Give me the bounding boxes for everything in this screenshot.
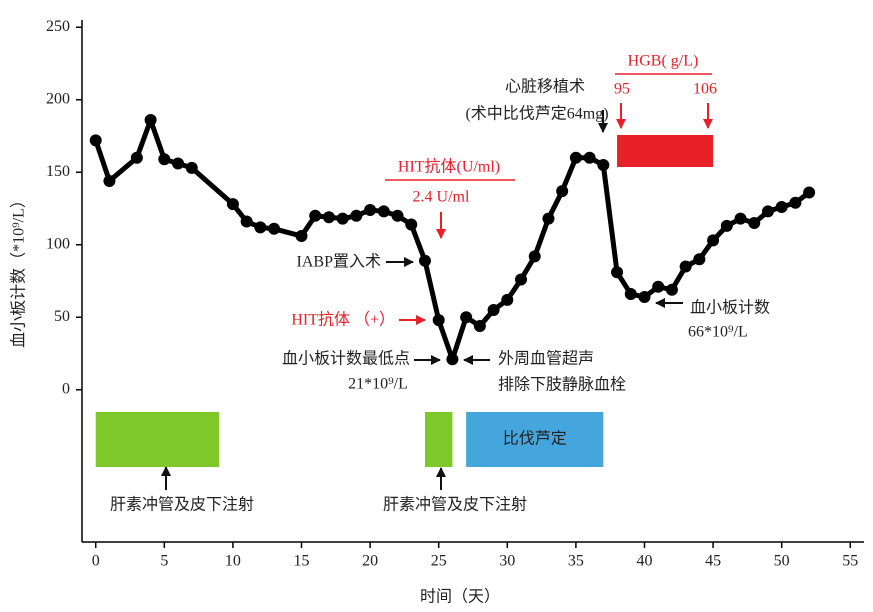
data-point — [144, 114, 157, 127]
annotation: HIT抗体 （+） — [291, 311, 395, 329]
data-point — [487, 304, 500, 316]
data-point — [693, 253, 706, 266]
data-point — [611, 266, 624, 279]
data-point — [597, 159, 610, 171]
data-point — [418, 254, 431, 267]
data-point — [364, 203, 377, 216]
data-point — [583, 151, 596, 164]
x-tick-label: 35 — [568, 553, 584, 570]
data-point — [679, 260, 692, 273]
data-point — [254, 221, 267, 234]
data-point — [405, 218, 418, 231]
annotations: HIT抗体(U/ml) 2.4 U/ml 心脏移植术 (术中比伐芦定64mg) … — [110, 53, 770, 514]
annotation: 106 — [693, 81, 717, 98]
y-axis-label: 血小板计数（*10⁹/L） — [10, 192, 28, 348]
x-tick-label: 10 — [225, 553, 241, 570]
period-bar — [424, 412, 453, 467]
x-tick-label: 55 — [842, 553, 858, 570]
data-point — [734, 212, 747, 225]
data-point — [103, 174, 116, 187]
data-point — [803, 186, 816, 199]
data-point — [377, 205, 390, 218]
data-point — [720, 219, 733, 232]
annotation: 排除下肢静脉血栓 — [498, 376, 626, 394]
y-tick-label: 150 — [46, 163, 70, 180]
data-point — [501, 293, 514, 306]
y-tick-label: 200 — [46, 90, 70, 107]
data-point — [391, 209, 404, 222]
data-point — [350, 209, 363, 222]
data-point — [309, 209, 322, 222]
x-tick-label: 50 — [774, 553, 790, 570]
data-point — [336, 212, 349, 225]
annotation: IABP置入术 — [297, 253, 381, 271]
period-bar — [466, 412, 604, 467]
data-point — [569, 151, 582, 164]
annotation: 66*10⁹/L — [688, 324, 748, 341]
data-point — [473, 319, 486, 332]
x-tick-label: 30 — [499, 553, 515, 570]
data-point — [789, 196, 802, 209]
data-point — [761, 205, 774, 218]
data-point — [158, 153, 171, 166]
data-point — [542, 212, 555, 225]
period-bar — [95, 412, 220, 467]
data-point — [775, 201, 788, 214]
data-point — [624, 288, 637, 301]
annotation: 21*10⁹/L — [348, 376, 408, 393]
data-point — [226, 198, 239, 211]
data-point — [665, 283, 678, 296]
y-tick-label: 50 — [54, 308, 70, 325]
annotation: 2.4 U/ml — [413, 189, 470, 206]
data-point — [446, 353, 459, 366]
data-point — [528, 250, 541, 263]
annotation: 心脏移植术 — [505, 78, 585, 96]
x-tick-label: 40 — [636, 553, 652, 570]
x-axis-label: 时间（天） — [420, 588, 500, 606]
annotation: (术中比伐芦定64mg) — [465, 105, 608, 123]
annotation: 外周血管超声 — [498, 350, 594, 368]
data-point — [556, 185, 569, 198]
x-tick-label: 5 — [160, 553, 168, 570]
data-point — [322, 211, 335, 224]
data-point — [460, 311, 473, 324]
data-point — [268, 222, 281, 235]
y-tick-label: 0 — [62, 380, 70, 397]
data-point — [652, 280, 665, 293]
data-point — [240, 215, 253, 228]
x-tick-label: 15 — [294, 553, 310, 570]
data-point — [172, 157, 185, 170]
y-tick-label: 100 — [46, 235, 70, 252]
data-point — [748, 217, 761, 229]
x-tick-label: 0 — [92, 553, 100, 570]
x-tick-label: 45 — [705, 553, 721, 570]
data-point — [515, 273, 528, 286]
x-tick-label: 20 — [362, 553, 378, 570]
annotation: HIT抗体(U/ml) — [398, 158, 500, 176]
period-label: 肝素冲管及皮下注射 — [383, 496, 527, 514]
x-tick-label: 25 — [431, 553, 447, 570]
data-point — [432, 314, 445, 327]
data-point — [89, 134, 102, 147]
annotation: 95 — [614, 81, 630, 98]
y-tick-label: 250 — [46, 18, 70, 35]
annotation: 血小板计数最低点 — [282, 350, 410, 368]
period-label: 比伐芦定 — [503, 430, 567, 448]
data-point — [295, 230, 308, 243]
data-point — [707, 234, 720, 247]
period-label: 肝素冲管及皮下注射 — [110, 496, 254, 514]
annotation: 血小板计数 — [690, 299, 770, 317]
annotation: HGB( g/L) — [628, 53, 699, 70]
data-point — [185, 161, 198, 174]
data-point — [638, 290, 651, 303]
period-bar — [617, 135, 714, 167]
data-point — [130, 151, 143, 164]
